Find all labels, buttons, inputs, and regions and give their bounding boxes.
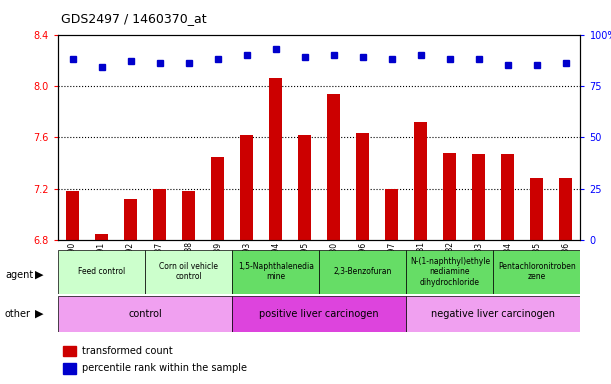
Bar [269, 78, 282, 240]
Bar [240, 135, 253, 240]
Bar [327, 94, 340, 240]
Bar [182, 191, 195, 240]
Bar [95, 233, 108, 240]
Bar [320, 250, 406, 294]
Bar [64, 363, 76, 374]
Text: other: other [5, 309, 31, 319]
Bar [145, 250, 232, 294]
Text: ▶: ▶ [35, 270, 44, 280]
Text: 2,3-Benzofuran: 2,3-Benzofuran [334, 267, 392, 276]
Bar [356, 133, 369, 240]
Bar [502, 154, 514, 240]
Text: agent: agent [5, 270, 33, 280]
Text: 1,5-Naphthalenedia
mine: 1,5-Naphthalenedia mine [238, 262, 313, 281]
Bar [406, 250, 494, 294]
Text: control: control [128, 309, 162, 319]
Bar [414, 122, 427, 240]
Text: N-(1-naphthyl)ethyle
nediamine
dihydrochloride: N-(1-naphthyl)ethyle nediamine dihydroch… [410, 257, 490, 286]
Bar [124, 199, 137, 240]
Text: Pentachloronitroben
zene: Pentachloronitroben zene [498, 262, 576, 281]
Text: Corn oil vehicle
control: Corn oil vehicle control [159, 262, 218, 281]
Bar [64, 346, 76, 356]
Bar [211, 157, 224, 240]
Bar [444, 153, 456, 240]
Bar [560, 178, 573, 240]
Bar [58, 296, 232, 332]
Bar [232, 250, 320, 294]
Text: percentile rank within the sample: percentile rank within the sample [81, 363, 247, 373]
Text: ▶: ▶ [35, 309, 44, 319]
Bar [406, 296, 580, 332]
Bar [153, 189, 166, 240]
Text: GDS2497 / 1460370_at: GDS2497 / 1460370_at [61, 12, 207, 25]
Bar [386, 189, 398, 240]
Bar [66, 191, 79, 240]
Bar [530, 178, 543, 240]
Bar [298, 135, 311, 240]
Bar [472, 154, 485, 240]
Text: Feed control: Feed control [78, 267, 125, 276]
Bar [494, 250, 580, 294]
Text: positive liver carcinogen: positive liver carcinogen [260, 309, 379, 319]
Bar [232, 296, 406, 332]
Text: transformed count: transformed count [81, 346, 172, 356]
Bar [58, 250, 145, 294]
Text: negative liver carcinogen: negative liver carcinogen [431, 309, 555, 319]
